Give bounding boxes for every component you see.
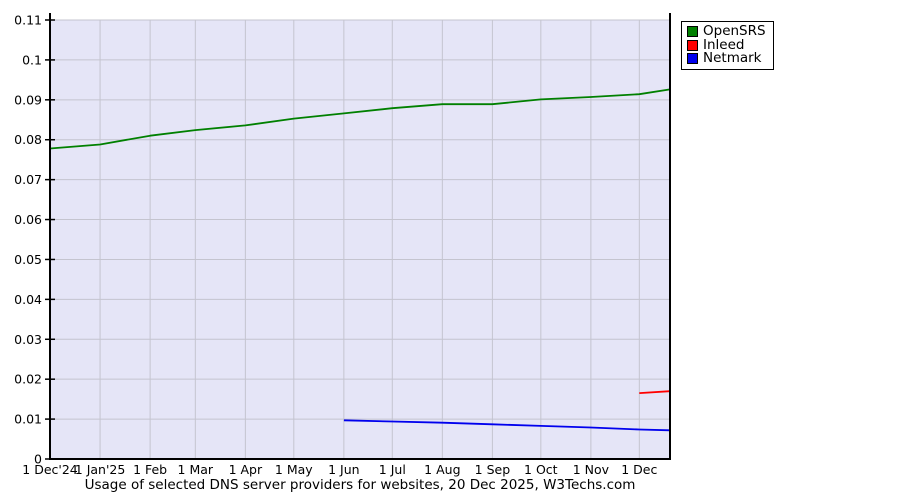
chart-title: Usage of selected DNS server providers f… [84,477,636,493]
x-tick-label: 1 Sep [475,462,511,477]
y-tick-label: 0 [34,452,42,467]
plot-area [50,20,670,459]
y-tick-label: 0.05 [14,252,42,267]
x-tick-label: 1 Feb [133,462,167,477]
y-tick-label: 0.06 [14,212,42,227]
legend-swatch-icon [687,26,698,38]
x-tick-label: 1 Aug [424,462,460,477]
y-tick-label: 0.07 [14,172,42,187]
series-line-netmark [343,419,671,432]
legend-label: Netmark [703,50,762,66]
y-tick-label: 0.04 [14,292,42,307]
x-tick-label: 1 Jul [379,462,406,477]
x-tick-label: 1 Mar [178,462,214,477]
x-tick-label: 1 Jan'25 [75,462,126,477]
x-tick-label: 1 May [275,462,313,477]
legend-swatch-icon [687,39,698,51]
y-tick-label: 0.01 [14,412,42,427]
y-tick-label: 0.1 [22,52,42,67]
y-tick-label: 0.02 [14,372,42,387]
legend-swatch-icon [687,53,698,65]
x-tick-label: 1 Dec'24 [22,462,78,477]
x-tick-label: 1 Dec [621,462,657,477]
legend-label: OpenSRS [703,23,766,39]
legend-item-netmark: Netmark [687,50,766,66]
series-line-opensrs [49,88,671,150]
legend-label: Inleed [703,36,745,53]
legend: OpenSRS Inleed Netmark [681,21,774,70]
legend-item-opensrs: OpenSRS [687,23,766,39]
y-tick-label: 0.09 [14,92,42,107]
y-tick-label: 0.08 [14,132,42,147]
y-tick-label: 0.11 [14,13,42,28]
x-tick-label: 1 Jun [328,462,359,477]
x-tick-label: 1 Nov [573,462,610,477]
x-tick-label: 1 Apr [229,462,263,477]
legend-item-inleed: Inleed [687,36,766,53]
x-tick-label: 1 Oct [524,462,558,477]
y-tick-label: 0.03 [14,332,42,347]
series-line-inleed [639,390,671,394]
